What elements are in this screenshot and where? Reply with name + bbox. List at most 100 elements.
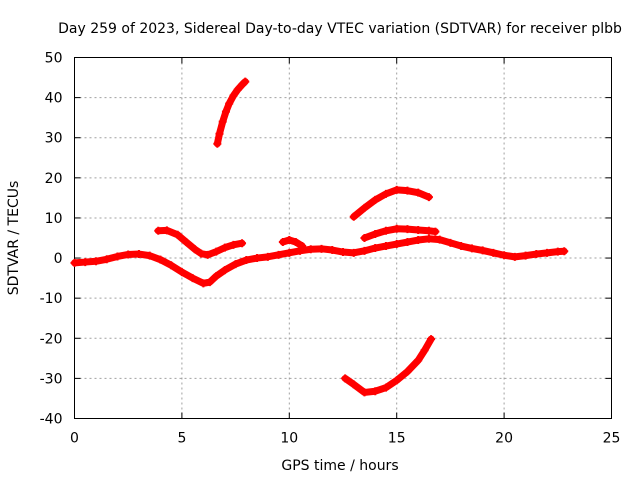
data-point: [360, 203, 369, 212]
y-tick-labels: -40 -30 -20 -10 0 10 20 30 40 50: [40, 51, 63, 428]
y-tick-label: -40: [40, 412, 63, 428]
data-point: [221, 107, 230, 116]
data-point: [431, 227, 440, 236]
data-point: [213, 139, 222, 148]
data-point: [317, 244, 326, 253]
x-tick-label: 15: [388, 431, 406, 447]
data-point: [446, 238, 455, 247]
series-line: [71, 235, 568, 287]
data-point: [360, 234, 369, 242]
data-point: [242, 256, 251, 265]
data-point: [182, 238, 191, 247]
data-point: [467, 244, 476, 253]
data-point: [371, 229, 380, 238]
data-point: [392, 240, 401, 249]
series-layer: [70, 77, 569, 397]
data-point: [199, 279, 208, 288]
data-point: [403, 186, 412, 195]
data-point: [285, 248, 294, 257]
data-point: [298, 242, 307, 251]
data-point: [403, 225, 412, 234]
data-point: [173, 230, 182, 239]
data-point: [70, 258, 79, 267]
data-point: [341, 374, 350, 383]
data-point: [392, 376, 401, 385]
data-point: [197, 249, 206, 258]
data-point: [215, 129, 224, 138]
data-point: [212, 272, 221, 281]
data-point: [392, 224, 401, 233]
data-point: [478, 246, 487, 255]
data-point: [403, 367, 412, 376]
data-point: [427, 335, 436, 344]
series-main-baseline: [70, 234, 569, 288]
y-tick-label: 50: [45, 51, 63, 67]
series-arc-10-17h: [349, 185, 433, 221]
data-point: [414, 236, 423, 245]
data-point: [113, 252, 122, 261]
x-tick-label: 0: [70, 431, 79, 447]
series-line: [279, 236, 306, 250]
series-mid-arc: [360, 224, 440, 242]
y-tick-label: -30: [40, 371, 63, 387]
x-tick-label: 10: [280, 431, 298, 447]
x-tick-labels: 0 5 10 15 20 25: [70, 431, 620, 447]
data-point: [190, 245, 199, 254]
grid-lines: [74, 57, 612, 419]
data-point: [177, 268, 186, 277]
data-point: [145, 251, 154, 260]
data-point: [510, 252, 519, 261]
data-point: [274, 250, 283, 259]
data-point: [381, 242, 390, 251]
series-steep-rise: [213, 77, 250, 148]
x-tick-label: 5: [177, 431, 186, 447]
y-tick-label: 40: [45, 91, 63, 107]
data-point: [381, 189, 390, 198]
data-point: [134, 250, 143, 259]
data-point: [420, 346, 429, 355]
data-point: [212, 247, 221, 256]
data-point: [253, 254, 262, 263]
y-tick-label: -10: [40, 291, 63, 307]
data-point: [381, 383, 390, 392]
data-point: [124, 250, 133, 259]
series-line: [341, 335, 435, 396]
data-point: [435, 235, 444, 244]
data-point: [500, 251, 509, 260]
data-point: [229, 91, 238, 100]
data-point: [205, 278, 214, 287]
data-point: [349, 248, 358, 257]
data-point: [188, 274, 197, 283]
data-point: [532, 250, 541, 259]
x-tick-label: 20: [495, 431, 513, 447]
x-tick-label: 25: [603, 431, 621, 447]
data-point: [414, 188, 423, 197]
data-point: [241, 77, 250, 86]
data-point: [403, 238, 412, 247]
data-point: [457, 242, 466, 251]
data-point: [229, 240, 238, 249]
data-point: [231, 260, 240, 269]
chart-title: Day 259 of 2023, Sidereal Day-to-day VTE…: [58, 21, 622, 37]
data-point: [225, 99, 234, 108]
data-point: [371, 244, 380, 253]
data-point: [162, 226, 171, 235]
data-point: [360, 388, 369, 397]
y-tick-label: 20: [45, 171, 63, 187]
data-point: [328, 246, 337, 255]
data-point: [167, 261, 176, 270]
data-point: [263, 252, 272, 261]
data-point: [203, 250, 212, 259]
data-point: [156, 255, 165, 264]
data-point: [218, 117, 227, 126]
y-tick-label: 10: [45, 211, 63, 227]
data-point: [339, 248, 347, 257]
data-point: [371, 387, 380, 396]
data-point: [285, 236, 294, 245]
series-lower-arc: [341, 335, 436, 397]
data-point: [220, 266, 229, 275]
data-point: [278, 238, 287, 247]
data-point: [414, 225, 423, 234]
data-point: [543, 248, 552, 257]
